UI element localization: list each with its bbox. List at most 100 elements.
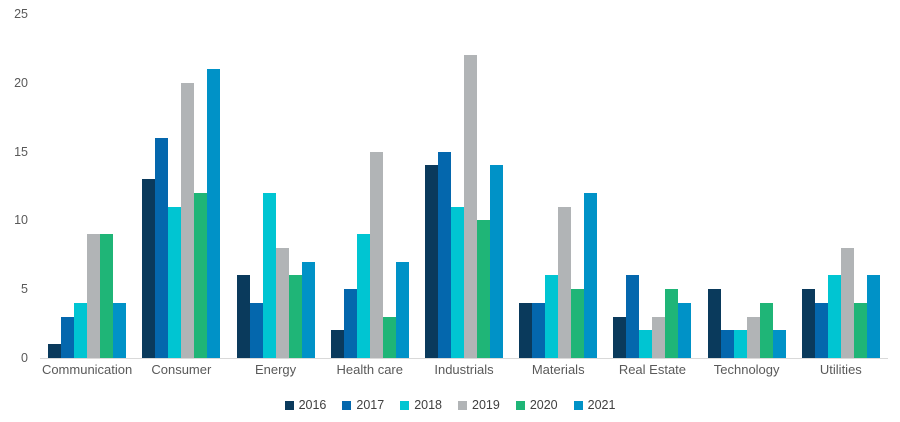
x-category-label: Materials (531, 362, 585, 377)
legend: 2016 2017 2018 2019 2020 2021 (0, 398, 900, 412)
bar-2021-real-estate (678, 302, 692, 358)
bar-group-consumer (134, 14, 228, 358)
bar-group-real-estate (605, 14, 699, 358)
bar-2021-materials (584, 192, 598, 358)
y-tick-label: 20 (14, 75, 28, 90)
bar-2018-materials (545, 275, 559, 358)
bar-2021-energy (301, 261, 315, 358)
legend-label: 2018 (414, 398, 442, 412)
bar-2016-consumer (142, 179, 156, 358)
y-tick-label: 0 (21, 351, 28, 365)
bar-2018-industrials (450, 206, 464, 358)
bar-group-materials (511, 14, 605, 358)
bar-2019-consumer (181, 82, 195, 358)
bar-2017-consumer (155, 137, 169, 358)
legend-item-2020: 2020 (515, 398, 558, 412)
bar-2016-technology (707, 289, 721, 358)
bar-group-energy (228, 14, 322, 358)
bar-2020-communication (100, 234, 114, 358)
plot-area (40, 14, 888, 359)
bar-2019-materials (558, 206, 572, 358)
x-category-label: Industrials (434, 362, 494, 377)
bar-2020-technology (759, 302, 773, 358)
legend-swatch-icon (400, 400, 410, 410)
bar-2017-communication (61, 316, 75, 358)
bar-2017-real-estate (626, 275, 640, 358)
bar-2019-technology (746, 316, 760, 358)
legend-swatch-icon (458, 400, 467, 410)
x-category-label: Consumer (151, 362, 212, 377)
bar-2019-utilities (840, 247, 854, 358)
x-category-label: Utilities (819, 362, 862, 377)
x-category-label: Health care (336, 362, 403, 377)
x-category-label: Communication (41, 362, 133, 377)
bar-2021-communication (113, 302, 127, 358)
bar-2019-real-estate (652, 316, 666, 358)
bar-2018-real-estate (639, 330, 653, 358)
bar-2021-industrials (489, 165, 503, 358)
bar-group-health-care (323, 14, 417, 358)
bar-2018-consumer (168, 206, 182, 358)
bar-2020-utilities (853, 302, 867, 358)
legend-label: 2017 (356, 398, 385, 412)
bar-2017-health-care (343, 289, 357, 358)
bar-2021-health-care (395, 261, 409, 358)
bar-2016-utilities (801, 289, 815, 358)
bar-2019-health-care (369, 151, 383, 358)
x-category-label: Energy (254, 362, 297, 377)
legend-item-2019: 2019 (458, 398, 500, 412)
bar-2020-energy (288, 275, 302, 358)
legend-item-2016: 2016 (284, 398, 327, 412)
bar-group-utilities (794, 14, 888, 358)
legend-item-2017: 2017 (342, 398, 384, 412)
bar-2020-industrials (476, 220, 490, 358)
legend-swatch-icon (573, 400, 583, 410)
bar-2017-technology (720, 330, 734, 358)
legend-swatch-icon (342, 400, 352, 410)
bar-2016-health-care (330, 330, 344, 358)
bar-2016-energy (236, 275, 250, 358)
bar-2017-materials (532, 302, 546, 358)
bar-2018-health-care (356, 234, 370, 358)
bar-2021-utilities (866, 275, 880, 358)
bar-group-technology (700, 14, 794, 358)
x-category-label: Technology (713, 362, 780, 377)
legend-label: 2019 (472, 398, 500, 412)
bar-2020-materials (571, 289, 585, 358)
bar-2019-communication (87, 234, 101, 358)
bar-2019-energy (275, 247, 289, 358)
legend-label: 2020 (529, 398, 558, 412)
bar-2021-consumer (207, 69, 221, 358)
bar-2018-communication (74, 302, 88, 358)
y-tick-label: 5 (21, 282, 28, 297)
bar-group-communication (40, 14, 134, 358)
legend-item-2018: 2018 (400, 398, 442, 412)
bar-2017-industrials (437, 151, 451, 358)
bar-group-industrials (417, 14, 511, 358)
bar-2016-industrials (424, 165, 438, 358)
bar-2018-technology (733, 330, 747, 358)
bar-2021-technology (772, 330, 786, 358)
x-axis: Communication Consumer Energy Health care In… (40, 362, 888, 377)
bar-2016-materials (519, 302, 533, 358)
y-axis: 0 5 10 15 20 25 (0, 7, 28, 365)
y-tick-label: 10 (14, 213, 28, 228)
bar-groups (40, 14, 888, 358)
bar-2020-health-care (382, 316, 396, 358)
bar-2020-real-estate (665, 289, 679, 358)
legend-swatch-icon (284, 400, 294, 410)
bar-2016-communication (48, 344, 62, 358)
legend-label: 2016 (298, 398, 327, 412)
bar-2017-utilities (814, 302, 828, 358)
bar-2018-utilities (827, 275, 841, 358)
y-tick-label: 25 (14, 7, 28, 21)
x-category-label: Real Estate (618, 362, 687, 377)
legend-swatch-icon (515, 400, 525, 410)
bar-2017-energy (249, 302, 263, 358)
y-tick-label: 15 (14, 144, 28, 159)
bar-2019-industrials (463, 55, 477, 358)
bar-2018-energy (262, 192, 276, 358)
legend-label: 2021 (587, 398, 616, 412)
bar-2020-consumer (194, 192, 208, 358)
